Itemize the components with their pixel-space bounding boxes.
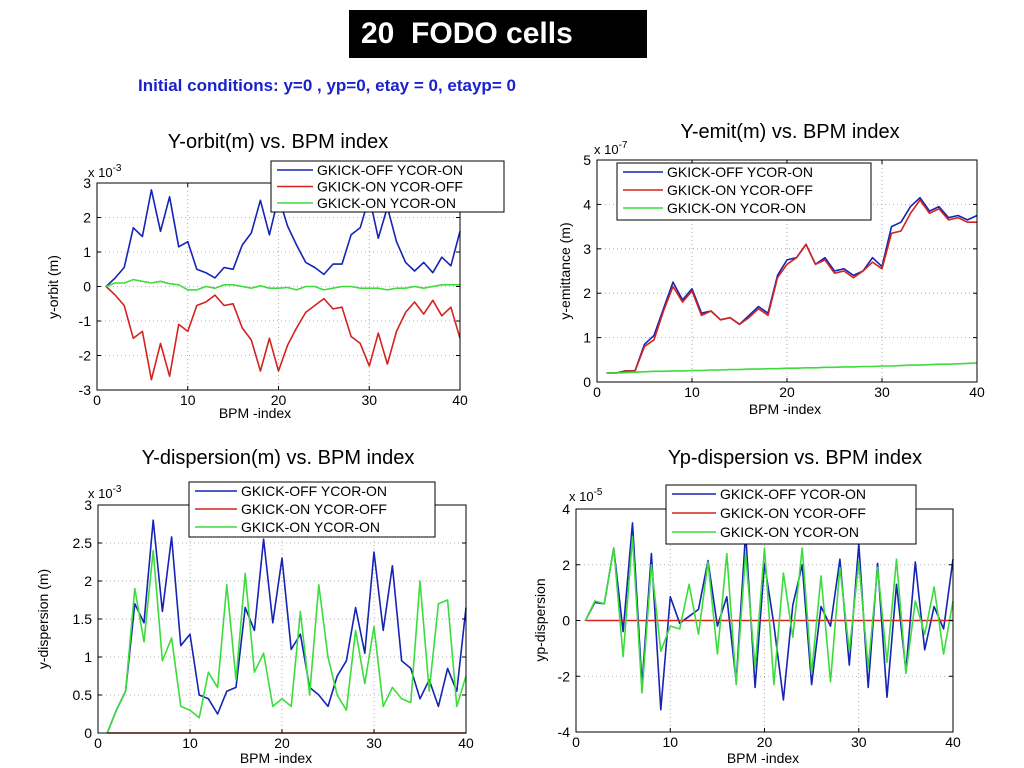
legend-entry: GKICK-OFF YCOR-ON xyxy=(317,162,463,178)
initial-conditions-subtitle: Initial conditions: y=0 , yp=0, etay = 0… xyxy=(138,76,516,95)
chart-title: Y-dispersion(m) vs. BPM index xyxy=(142,447,415,469)
y-tick-label: 1.5 xyxy=(73,611,93,627)
y-tick-label: 3 xyxy=(583,241,591,257)
axis-multiplier: x 10-7 xyxy=(594,140,628,157)
x-tick-label: 20 xyxy=(274,735,290,751)
y-axis-label: y-orbit (m) xyxy=(45,255,61,319)
legend-entry: GKICK-OFF YCOR-ON xyxy=(241,483,387,499)
axis-multiplier: x 10-3 xyxy=(88,484,122,501)
x-axis-label: BPM -index xyxy=(219,405,291,421)
series-line-3 xyxy=(584,536,954,694)
y-tick-label: 3 xyxy=(83,175,91,191)
series-line-2 xyxy=(606,199,977,374)
x-axis-label: BPM -index xyxy=(749,401,821,417)
chart-title: Yp-dispersion vs. BPM index xyxy=(668,447,922,469)
x-tick-label: 30 xyxy=(874,384,890,400)
legend: GKICK-OFF YCOR-ON GKICK-ON YCOR-OFF GKICK-… xyxy=(616,162,872,221)
axis-multiplier: x 10-3 xyxy=(88,163,122,180)
y-tick-label: -1 xyxy=(79,313,92,329)
x-tick-label: 0 xyxy=(93,392,101,408)
y-axis-label: yp-dispersion xyxy=(532,578,548,661)
x-tick-label: 30 xyxy=(851,734,867,750)
x-tick-label: 10 xyxy=(662,734,678,750)
x-tick-label: 10 xyxy=(180,392,196,408)
series-line-3 xyxy=(106,549,467,734)
axis-multiplier: x 10-5 xyxy=(569,487,603,504)
series-line-1 xyxy=(106,519,467,734)
legend-entry: GKICK-ON YCOR-OFF xyxy=(241,501,387,517)
legend-entry: GKICK-OFF YCOR-ON xyxy=(720,486,866,502)
legend-entry: GKICK-ON YCOR-ON xyxy=(317,195,456,211)
legend-entry: GKICK-ON YCOR-OFF xyxy=(317,179,463,195)
x-tick-label: 10 xyxy=(182,735,198,751)
chart-title: Y-emit(m) vs. BPM index xyxy=(680,121,899,143)
legend-entry: GKICK-OFF YCOR-ON xyxy=(667,164,813,180)
legend-entry: GKICK-ON YCOR-OFF xyxy=(667,182,813,198)
chart-title: Y-orbit(m) vs. BPM index xyxy=(168,131,388,153)
y-tick-label: -2 xyxy=(558,668,571,684)
y-tick-label: 3 xyxy=(84,497,92,513)
x-tick-label: 30 xyxy=(366,735,382,751)
legend-entry: GKICK-ON YCOR-OFF xyxy=(720,505,866,521)
legend: GKICK-OFF YCOR-ON GKICK-ON YCOR-OFF GKICK-… xyxy=(665,484,917,545)
x-axis-label: BPM -index xyxy=(240,750,312,766)
chart-panel-1: Y-orbit(m) vs. BPM index 0 10 20 30 40 -3 -2 -1 0… xyxy=(45,131,505,421)
y-tick-label: 4 xyxy=(583,196,591,212)
x-tick-label: 40 xyxy=(452,392,468,408)
y-axis-label: y-emittance (m) xyxy=(557,222,573,319)
y-tick-label: 2 xyxy=(83,210,91,226)
y-tick-label: 0 xyxy=(562,613,570,629)
x-tick-label: 20 xyxy=(779,384,795,400)
y-tick-label: 0 xyxy=(83,279,91,295)
x-axis-label: BPM -index xyxy=(727,750,799,766)
chart-panel-3: Y-dispersion(m) vs. BPM index 0 10 20 30 40 0 0… xyxy=(35,447,474,766)
y-tick-label: 0.5 xyxy=(73,687,93,703)
x-tick-label: 40 xyxy=(969,384,985,400)
y-tick-label: -3 xyxy=(79,382,92,398)
y-tick-label: 1 xyxy=(583,330,591,346)
legend-box xyxy=(665,484,917,545)
y-tick-label: 2 xyxy=(583,285,591,301)
y-tick-label: 0 xyxy=(583,374,591,390)
legend: GKICK-OFF YCOR-ON GKICK-ON YCOR-OFF GKICK-… xyxy=(188,481,436,538)
y-tick-label: 0 xyxy=(84,725,92,741)
y-tick-label: 2 xyxy=(84,573,92,589)
series-line-3 xyxy=(606,362,978,374)
page-title: 20 FODO cells xyxy=(349,10,647,58)
legend-entry: GKICK-ON YCOR-ON xyxy=(241,519,380,535)
series-line-1 xyxy=(606,196,978,374)
y-tick-label: -2 xyxy=(79,348,92,364)
y-tick-label: 2.5 xyxy=(73,535,93,551)
legend-entry: GKICK-ON YCOR-ON xyxy=(667,200,806,216)
x-tick-label: 40 xyxy=(945,734,961,750)
chart-panel-2: Y-emit(m) vs. BPM index 0 10 20 30 40 0 1 2 3 4 5x … xyxy=(557,121,985,417)
x-tick-label: 0 xyxy=(94,735,102,751)
y-tick-label: 1 xyxy=(83,244,91,260)
y-tick-label: 1 xyxy=(84,649,92,665)
x-tick-label: 0 xyxy=(572,734,580,750)
series-line-2 xyxy=(105,285,461,381)
legend-entry: GKICK-ON YCOR-ON xyxy=(720,524,859,540)
x-tick-label: 30 xyxy=(361,392,377,408)
y-tick-label: -4 xyxy=(558,724,571,740)
x-tick-label: 20 xyxy=(757,734,773,750)
x-tick-label: 20 xyxy=(271,392,287,408)
x-tick-label: 40 xyxy=(458,735,474,751)
x-tick-label: 0 xyxy=(593,384,601,400)
y-tick-label: 2 xyxy=(562,557,570,573)
y-tick-label: 4 xyxy=(562,501,570,517)
y-axis-label: y-dispersion (m) xyxy=(35,569,51,669)
x-tick-label: 10 xyxy=(684,384,700,400)
y-tick-label: 5 xyxy=(583,152,591,168)
series-line-3 xyxy=(105,278,460,291)
